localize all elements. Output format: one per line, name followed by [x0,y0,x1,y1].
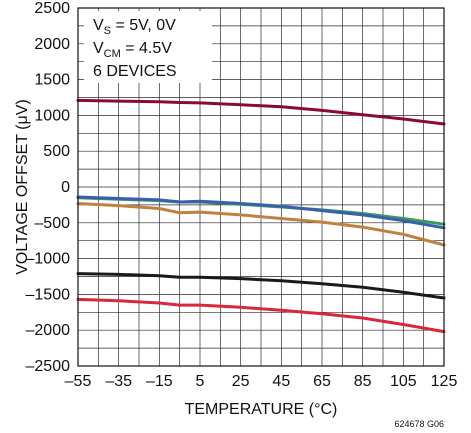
device-series-line-4 [76,202,446,247]
x-tick-label: –15 [146,373,173,390]
x-tick-label: –35 [105,373,132,390]
x-tick-label: –55 [65,373,92,390]
y-tick-label: –2500 [26,358,71,375]
x-tick-label: 25 [232,373,250,390]
x-tick-label: 5 [196,373,205,390]
y-tick-label: 2000 [34,36,70,53]
y-tick-label: 1000 [34,107,70,124]
y-tick-label: 1500 [34,72,70,89]
device-series-line-5 [76,272,446,300]
y-tick-label: –500 [34,215,70,232]
x-axis-title: TEMPERATURE (°C) [185,401,338,418]
x-tick-label: 65 [313,373,331,390]
y-tick-label: 500 [43,143,70,160]
y-tick-labels: 2500 2000 1500 1000 500 0 –500 –1000 –1500 –2000 –… [26,0,71,375]
x-tick-label: 45 [272,373,290,390]
annotation-device-count: 6 DEVICES [93,63,177,80]
annotation-common-mode-voltage: VCM = 4.5V [93,40,172,60]
y-axis-title: VOLTAGE OFFSET (μV) [14,99,31,274]
plot-frame [77,7,445,367]
series-lines [76,98,446,334]
y-tick-label: 2500 [34,0,70,17]
x-tick-label: 85 [354,373,372,390]
annotation-supply-voltage: VS = 5V, 0V [93,17,176,37]
x-tick-labels: –55 –35 –15 5 25 45 65 85 105 125 [65,373,458,390]
y-tick-label: –1500 [26,286,71,303]
y-tick-label: –1000 [26,251,71,268]
annotation-background [84,11,212,83]
device-series-line-6 [76,297,446,334]
figure-id: 624678 G06 [394,419,444,429]
device-series-line-1 [76,98,446,126]
x-tick-label: 105 [390,373,417,390]
annotation-box: VS = 5V, 0V VCM = 4.5V 6 DEVICES [93,17,177,80]
y-tick-label: 0 [61,179,70,196]
x-tick-label: 125 [431,373,458,390]
y-tick-label: –2000 [26,322,71,339]
device-series-line-3 [76,195,446,230]
